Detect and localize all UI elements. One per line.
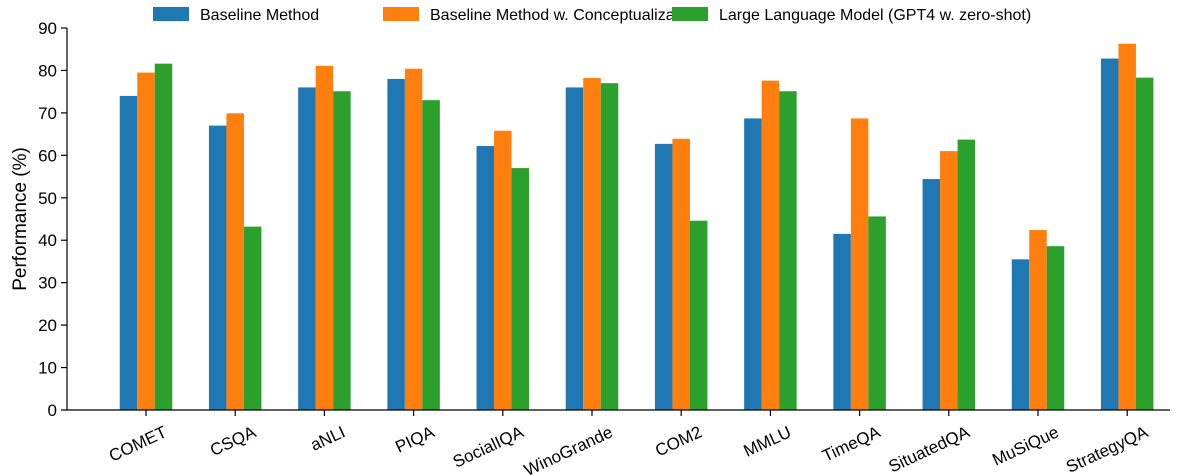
bar-anli-series-1	[298, 87, 316, 411]
bar-musique-series-3	[1046, 246, 1065, 410]
legend-label-1: Baseline Method	[200, 7, 319, 24]
bar-strategyqa-series-3	[1135, 77, 1154, 410]
bar-anli-series-3	[333, 91, 351, 411]
bar-comet-series-2	[137, 72, 155, 410]
x-tick-label-winogrande: WinoGrande	[521, 422, 616, 475]
y-tick-label: 50	[38, 189, 57, 208]
bar-com2-series-2	[672, 138, 690, 410]
y-tick-label: 80	[38, 61, 57, 80]
y-tick-label: 20	[38, 316, 57, 335]
bar-csqa-series-3	[243, 226, 262, 410]
x-tick-label-socialiqa: SocialIQA	[450, 422, 527, 471]
bar-winogrande-series-1	[565, 87, 584, 411]
bar-piqa-series-1	[387, 78, 405, 411]
y-tick-label: 70	[38, 104, 57, 123]
bar-csqa-series-2	[226, 113, 244, 410]
y-tick-label: 10	[38, 359, 57, 378]
x-tick-label-piqa: PIQA	[392, 422, 437, 457]
bar-mmlu-series-2	[761, 80, 780, 410]
x-tick-label-strategyqa: StrategyQA	[1063, 422, 1151, 475]
x-tick-label-com2: COM2	[652, 422, 705, 460]
x-tick-label-anli: aNLI	[308, 422, 349, 454]
y-tick-label: 90	[38, 19, 57, 38]
bar-strategyqa-series-1	[1100, 58, 1119, 411]
bar-csqa-series-1	[208, 125, 227, 411]
x-tick-label-timeqa: TimeQA	[819, 422, 884, 466]
y-axis-title: Performance (%)	[10, 147, 31, 291]
y-axis: 0 10 20 30 40 50 60 70 80 90	[38, 19, 68, 420]
y-tick-label: 40	[38, 231, 57, 250]
legend-label-3: Large Language Model (GPT4 w. zero-shot)	[719, 7, 1031, 24]
legend: Baseline Method Baseline Method w. Concep…	[153, 7, 1031, 24]
bar-anli-series-2	[315, 65, 334, 410]
bar-mmlu-series-3	[779, 91, 797, 411]
x-tick-label-mmlu: MMLU	[741, 422, 794, 460]
x-tick-label-comet: COMET	[106, 422, 170, 465]
bar-com2-series-3	[689, 220, 708, 410]
bar-socialiqa-series-1	[476, 146, 495, 410]
bar-situatedqa-series-2	[940, 151, 958, 410]
bar-situatedqa-series-3	[957, 139, 976, 410]
bar-winogrande-series-3	[600, 83, 619, 411]
bar-situatedqa-series-1	[922, 179, 941, 410]
y-tick-label: 30	[38, 274, 57, 293]
legend-swatch-1	[153, 7, 189, 21]
bar-musique-series-2	[1029, 230, 1047, 410]
bar-piqa-series-3	[422, 100, 440, 410]
bar-timeqa-series-2	[850, 118, 869, 410]
bars	[119, 43, 1154, 411]
bar-timeqa-series-1	[833, 233, 851, 410]
bar-timeqa-series-3	[868, 216, 886, 410]
y-tick-label: 60	[38, 146, 57, 165]
bar-com2-series-1	[654, 143, 673, 410]
legend-label-2: Baseline Method w. Conceptualization	[430, 7, 700, 24]
bar-mmlu-series-1	[744, 118, 762, 410]
bar-socialiqa-series-2	[494, 130, 512, 410]
x-tick-label-csqa: CSQA	[207, 422, 259, 460]
legend-swatch-2	[383, 7, 419, 21]
bar-comet-series-1	[119, 95, 138, 410]
x-tick-label-situatedqa: SituatedQA	[886, 422, 973, 475]
x-tick-label-musique: MuSiQue	[989, 422, 1061, 469]
bar-piqa-series-2	[404, 68, 423, 410]
y-tick-label: 0	[48, 401, 57, 420]
bar-winogrande-series-2	[583, 78, 601, 410]
bar-comet-series-3	[154, 63, 173, 411]
bar-socialiqa-series-3	[511, 168, 530, 410]
legend-swatch-3	[672, 7, 708, 21]
bar-strategyqa-series-2	[1118, 43, 1136, 410]
bar-musique-series-1	[1011, 259, 1030, 410]
